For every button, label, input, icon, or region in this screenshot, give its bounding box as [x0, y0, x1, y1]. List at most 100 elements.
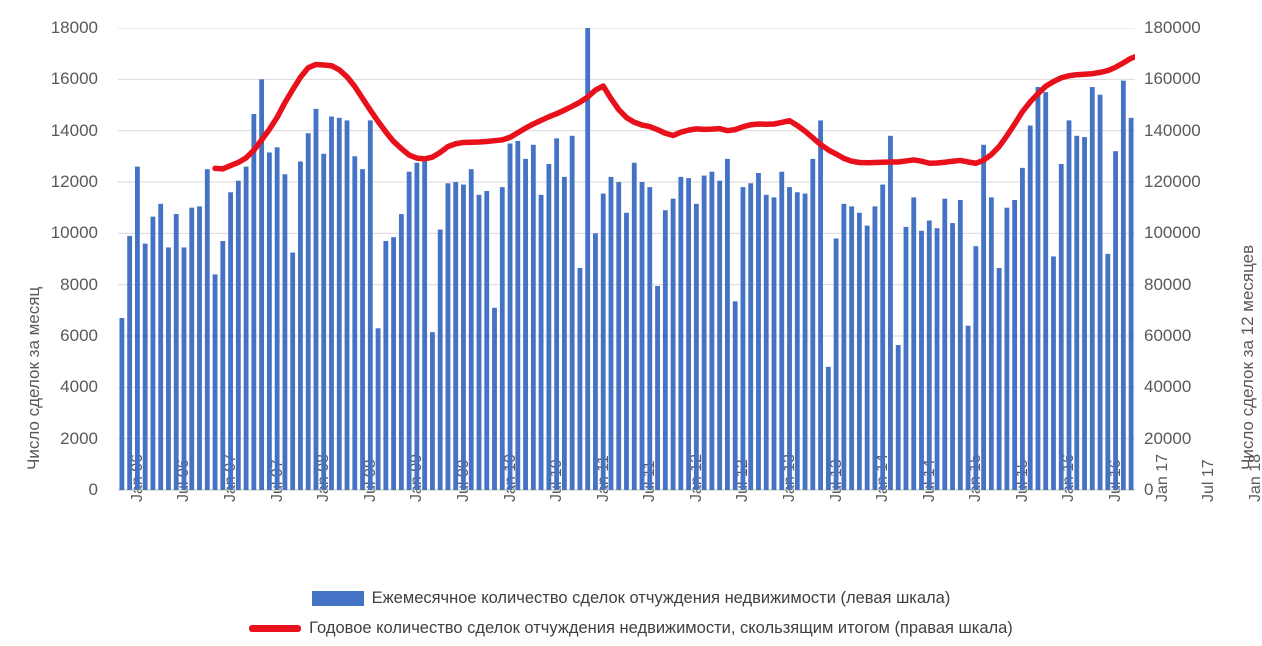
bar[interactable] — [981, 144, 987, 490]
bar[interactable] — [391, 237, 396, 490]
bar[interactable] — [1105, 253, 1111, 490]
line-series[interactable] — [212, 52, 1135, 172]
bar[interactable] — [313, 108, 319, 490]
bar[interactable] — [530, 144, 536, 490]
bar[interactable] — [290, 252, 296, 490]
bar[interactable] — [647, 187, 653, 490]
bar[interactable] — [383, 241, 389, 490]
bar[interactable] — [243, 166, 249, 490]
bar[interactable] — [787, 187, 792, 490]
bar[interactable] — [693, 203, 699, 490]
bar[interactable] — [507, 143, 513, 491]
bar[interactable] — [352, 156, 358, 490]
bar[interactable] — [577, 267, 583, 490]
bar[interactable] — [515, 140, 521, 490]
bar[interactable] — [794, 192, 800, 490]
bar[interactable] — [538, 194, 544, 490]
bar[interactable] — [825, 366, 831, 490]
bar[interactable] — [142, 243, 148, 490]
bar[interactable] — [344, 120, 350, 491]
bar[interactable] — [662, 210, 668, 491]
bar[interactable] — [942, 198, 948, 490]
bar[interactable] — [833, 238, 839, 490]
bar[interactable] — [422, 160, 428, 490]
bar[interactable] — [771, 197, 777, 490]
bar[interactable] — [748, 183, 754, 490]
bar[interactable] — [756, 173, 761, 490]
bar[interactable] — [631, 162, 637, 490]
bar[interactable] — [818, 120, 823, 491]
legend-item-monthly[interactable]: Ежемесячное количество сделок отчуждения… — [0, 583, 1262, 613]
bar[interactable] — [1020, 167, 1025, 490]
bar[interactable] — [686, 178, 692, 490]
bar[interactable] — [919, 230, 924, 490]
bar[interactable] — [849, 206, 855, 490]
bar[interactable] — [181, 247, 187, 490]
bar[interactable] — [1082, 137, 1087, 490]
bar[interactable] — [1004, 207, 1010, 491]
bar[interactable] — [926, 220, 932, 491]
bar[interactable] — [398, 214, 404, 490]
bar[interactable] — [709, 171, 715, 491]
bar[interactable] — [235, 180, 241, 490]
bar[interactable] — [701, 175, 707, 490]
bar[interactable] — [414, 162, 420, 490]
bar[interactable] — [329, 116, 334, 491]
bar[interactable] — [1128, 117, 1134, 490]
bar[interactable] — [561, 176, 567, 490]
bar[interactable] — [336, 117, 342, 490]
bar[interactable] — [670, 198, 676, 490]
bar[interactable] — [678, 176, 684, 490]
bar[interactable] — [1058, 164, 1064, 490]
bar[interactable] — [554, 138, 560, 490]
bar[interactable] — [119, 318, 125, 490]
legend-item-annual[interactable]: Годовое количество сделок отчуждения нед… — [0, 613, 1262, 643]
bar[interactable] — [600, 193, 606, 491]
bar[interactable] — [802, 193, 808, 491]
bar[interactable] — [732, 301, 738, 490]
bar[interactable] — [468, 169, 474, 491]
bar[interactable] — [957, 199, 963, 490]
bar[interactable] — [779, 171, 785, 491]
bar[interactable] — [259, 79, 265, 490]
bar[interactable] — [725, 158, 730, 490]
bar[interactable] — [197, 206, 202, 490]
bar[interactable] — [437, 229, 443, 491]
bar[interactable] — [988, 197, 994, 490]
bar[interactable] — [228, 192, 233, 490]
bar[interactable] — [166, 247, 171, 490]
bar[interactable] — [499, 187, 505, 490]
bar[interactable] — [973, 246, 979, 490]
bar[interactable] — [740, 187, 746, 490]
bar[interactable] — [950, 223, 955, 490]
bar[interactable] — [484, 190, 490, 491]
bar[interactable] — [367, 120, 373, 491]
bar[interactable] — [1066, 120, 1072, 491]
bar[interactable] — [375, 328, 381, 490]
bar[interactable] — [624, 212, 629, 491]
bar[interactable] — [1074, 135, 1080, 491]
bar[interactable] — [1043, 92, 1049, 491]
bar[interactable] — [864, 225, 870, 490]
bar[interactable] — [461, 184, 466, 490]
bar[interactable] — [173, 214, 179, 490]
bar[interactable] — [430, 332, 435, 490]
bar[interactable] — [445, 183, 451, 490]
bar[interactable] — [1089, 87, 1095, 490]
bar[interactable] — [298, 161, 303, 490]
bar[interactable] — [965, 325, 971, 490]
bar[interactable] — [523, 158, 528, 490]
bar[interactable] — [282, 174, 288, 491]
bar[interactable] — [406, 171, 412, 491]
bar[interactable] — [593, 233, 598, 490]
bar[interactable] — [189, 207, 195, 491]
bar[interactable] — [492, 307, 497, 490]
bar[interactable] — [1051, 256, 1056, 490]
bar[interactable] — [266, 152, 272, 490]
bar[interactable] — [585, 28, 591, 490]
bar[interactable] — [1012, 199, 1018, 490]
bar[interactable] — [934, 228, 940, 490]
bar[interactable] — [1097, 94, 1103, 490]
bar[interactable] — [321, 153, 327, 490]
bar[interactable] — [717, 180, 723, 490]
